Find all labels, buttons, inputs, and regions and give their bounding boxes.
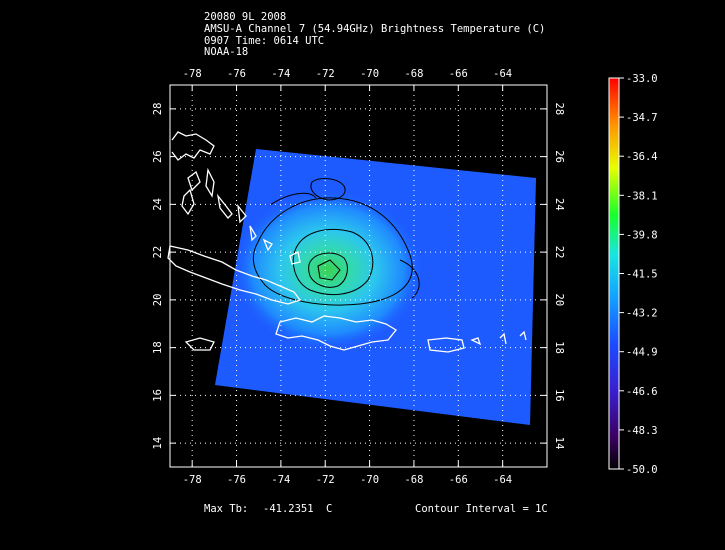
contour-lines <box>252 178 420 306</box>
colorbar-label: -39.8 <box>626 229 658 241</box>
lat-label-left: 16 <box>152 389 164 402</box>
colorbar-label: -44.9 <box>626 347 658 359</box>
lon-label-bottom: -76 <box>227 474 246 486</box>
product-title: AMSU-A Channel 7 (54.94GHz) Brightness T… <box>204 23 546 35</box>
coast-virgin-islands <box>470 337 482 346</box>
time-label: 0907 Time: 0614 UTC <box>204 35 325 47</box>
coast-bahamas-acklins <box>262 238 273 252</box>
lat-label-right: 26 <box>553 150 565 163</box>
lat-label-left: 18 <box>152 341 164 354</box>
map-frame: -78 -78 -76 -76 -74 -74 -72 -72 -70 -70 -68 -68 -66 -… <box>152 68 565 486</box>
contour-interval: Contour Interval = 1C <box>415 503 548 515</box>
coast-cuba <box>167 245 302 305</box>
coast-bahamas-eleuthera <box>205 167 215 198</box>
coast-bahamas-north <box>187 170 201 192</box>
lat-label-right: 18 <box>553 341 565 354</box>
lon-label-top: -70 <box>360 68 379 80</box>
lat-label-left: 20 <box>152 294 164 307</box>
storm-id: 20080 9L 2008 <box>204 11 287 23</box>
lon-label-bottom: -70 <box>360 474 379 486</box>
colorbar-label: -50.0 <box>626 464 658 476</box>
warm-core <box>233 190 423 350</box>
coastlines <box>167 131 527 353</box>
colorbar-label: -36.4 <box>626 151 658 163</box>
contour-inner <box>317 259 341 281</box>
colorbar-labels: -33.0 -34.7 -36.4 -38.1 -39.8 -41.5 -43.2 -44.9… <box>619 73 658 476</box>
lon-label-top: -68 <box>404 68 423 80</box>
colorbar <box>608 77 620 470</box>
coast-bahamas-andros <box>181 188 195 216</box>
lat-label-right: 22 <box>553 246 565 259</box>
lon-label-bottom: -74 <box>271 474 290 486</box>
lon-label-bottom: -72 <box>316 474 335 486</box>
colorbar-label: -48.3 <box>626 425 658 437</box>
lon-label-top: -74 <box>271 68 290 80</box>
lat-label-right: 24 <box>553 198 565 211</box>
coast-bahamas-long <box>249 225 257 242</box>
contour-outer <box>252 197 413 306</box>
lon-label-bottom: -66 <box>449 474 468 486</box>
lat-label-left: 26 <box>152 150 164 163</box>
satellite-label: NOAA-18 <box>204 46 249 58</box>
contour-north <box>310 178 346 201</box>
lat-label-right: 28 <box>553 103 565 116</box>
coast-jamaica <box>184 337 215 351</box>
lon-label-top: -66 <box>449 68 468 80</box>
contour-east <box>399 259 420 299</box>
lon-label-top: -72 <box>316 68 335 80</box>
coast-bahamas-cat <box>237 203 247 224</box>
lat-label-left: 14 <box>152 437 164 450</box>
max-tb-value: -41.2351 <box>263 503 314 515</box>
coast-florida <box>171 131 215 161</box>
colorbar-label: -43.2 <box>626 308 658 320</box>
coast-turks-caicos <box>289 251 301 265</box>
lat-label-left: 24 <box>152 198 164 211</box>
colorbar-label: -33.0 <box>626 73 658 85</box>
colorbar-label: -34.7 <box>626 112 658 124</box>
coast-hispaniola <box>275 315 397 351</box>
contour-ring-3 <box>308 252 348 288</box>
lon-label-bottom: -64 <box>493 474 512 486</box>
contour-ring-2 <box>292 228 374 296</box>
colorbar-label: -46.6 <box>626 386 658 398</box>
lat-label-right: 14 <box>553 437 565 450</box>
coast-leeward-islands <box>499 332 507 345</box>
map-border <box>169 84 548 468</box>
coast-puerto-rico <box>427 337 465 353</box>
coast-antigua <box>519 330 527 341</box>
lat-label-left: 28 <box>152 103 164 116</box>
lon-label-top: -64 <box>493 68 512 80</box>
colorbar-label: -38.1 <box>626 190 658 202</box>
lon-label-bottom: -78 <box>183 474 202 486</box>
lat-label-left: 22 <box>152 246 164 259</box>
contour-northwest <box>269 192 317 206</box>
max-tb-label: Max Tb: <box>204 503 249 515</box>
lat-lon-grid <box>170 85 547 467</box>
lon-label-bottom: -68 <box>404 474 423 486</box>
coast-bahamas-exuma <box>216 193 233 219</box>
lon-label-top: -78 <box>183 68 202 80</box>
max-tb-unit: C <box>326 503 333 515</box>
colorbar-label: -41.5 <box>626 269 658 281</box>
lat-label-right: 16 <box>553 389 565 402</box>
lon-label-top: -76 <box>227 68 246 80</box>
lat-label-right: 20 <box>553 294 565 307</box>
